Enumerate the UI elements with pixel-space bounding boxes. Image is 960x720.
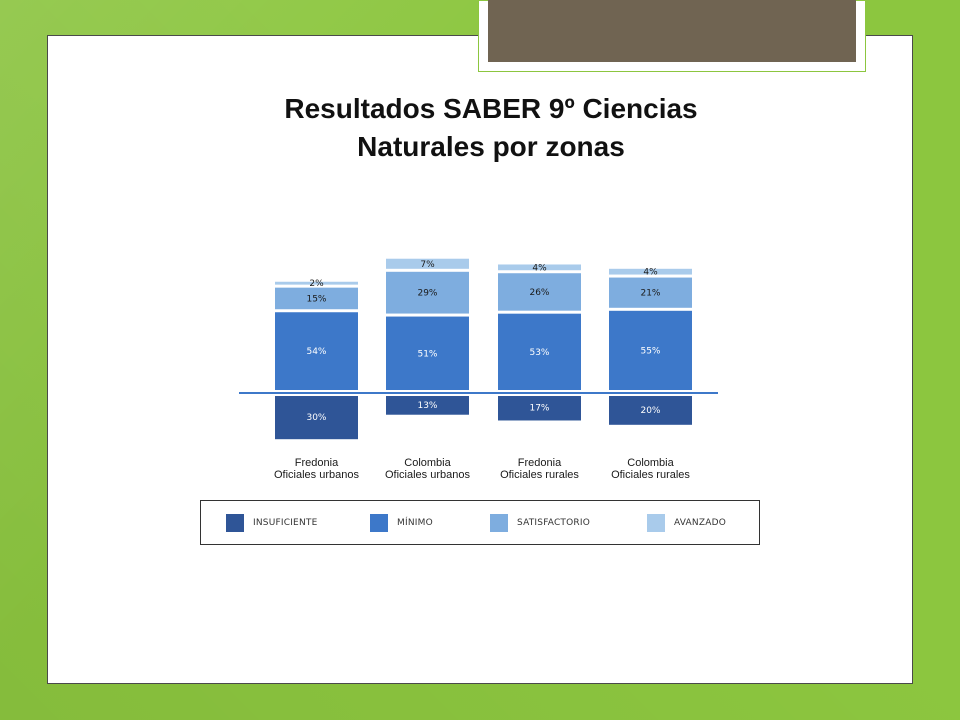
bar-avanzado	[275, 281, 358, 285]
slide-panel	[47, 35, 913, 684]
legend-label: MÍNIMO	[397, 518, 433, 528]
data-label-minimo: 51%	[417, 349, 437, 359]
legend-label: AVANZADO	[674, 518, 726, 528]
data-label-minimo: 53%	[529, 348, 549, 358]
bar-avanzado	[609, 268, 692, 275]
bar-insuficiente	[609, 396, 692, 425]
x-tick-label: Colombia	[627, 457, 674, 469]
chart-title-line2: Naturales por zonas	[357, 131, 625, 162]
bar-satisfactorio	[498, 273, 581, 311]
data-label-avanzado: 2%	[309, 279, 324, 289]
legend-item: AVANZADO	[647, 514, 726, 532]
x-tick-label: Fredonia	[518, 457, 562, 469]
bar-insuficiente	[386, 396, 469, 415]
data-label-satisfactorio: 15%	[306, 294, 326, 304]
x-tick-label: Oficiales urbanos	[385, 469, 470, 481]
x-tick-label: Oficiales rurales	[611, 469, 690, 481]
data-label-avanzado: 4%	[532, 263, 547, 273]
chart-legend: INSUFICIENTE MÍNIMO SATISFACTORIO AVANZADO	[200, 500, 760, 545]
data-label-insuficiente: 13%	[417, 401, 437, 411]
legend-swatch	[490, 514, 508, 532]
legend-swatch	[370, 514, 388, 532]
bar-satisfactorio	[386, 271, 469, 314]
data-label-insuficiente: 17%	[529, 404, 549, 414]
bar-satisfactorio	[275, 287, 358, 310]
bar-satisfactorio	[609, 277, 692, 308]
x-tick-label: Oficiales urbanos	[274, 469, 359, 481]
data-label-avanzado: 7%	[420, 260, 435, 270]
data-label-satisfactorio: 26%	[529, 288, 549, 298]
legend-label: SATISFACTORIO	[517, 518, 591, 528]
legend-swatch	[647, 514, 665, 532]
data-label-insuficiente: 30%	[306, 413, 326, 423]
legend-label: INSUFICIENTE	[253, 518, 318, 528]
slide-header-tab-fill	[488, 0, 856, 62]
x-tick-label: Fredonia	[295, 457, 339, 469]
data-label-insuficiente: 20%	[640, 406, 660, 416]
bar-minimo	[498, 313, 581, 390]
chart-title-line1: Resultados SABER 9º Ciencias	[284, 93, 698, 124]
data-label-satisfactorio: 29%	[417, 289, 437, 299]
legend-swatch	[226, 514, 244, 532]
bar-minimo	[386, 316, 469, 390]
bar-insuficiente	[498, 396, 581, 421]
legend-item: INSUFICIENTE	[226, 514, 317, 532]
data-label-minimo: 54%	[306, 347, 326, 357]
data-label-minimo: 55%	[640, 346, 660, 356]
legend-item: SATISFACTORIO	[490, 514, 590, 532]
x-tick-label: Colombia	[404, 457, 451, 469]
bar-insuficiente	[275, 396, 358, 440]
x-tick-label: Oficiales rurales	[500, 469, 579, 481]
legend-item: MÍNIMO	[370, 514, 433, 532]
chart-title: Resultados SABER 9º Ciencias Naturales p…	[200, 90, 782, 166]
data-label-avanzado: 4%	[643, 268, 658, 278]
bar-minimo	[609, 310, 692, 390]
data-label-satisfactorio: 21%	[640, 289, 660, 299]
bar-avanzado	[386, 258, 469, 269]
bar-minimo	[275, 312, 358, 390]
bar-avanzado	[498, 264, 581, 271]
